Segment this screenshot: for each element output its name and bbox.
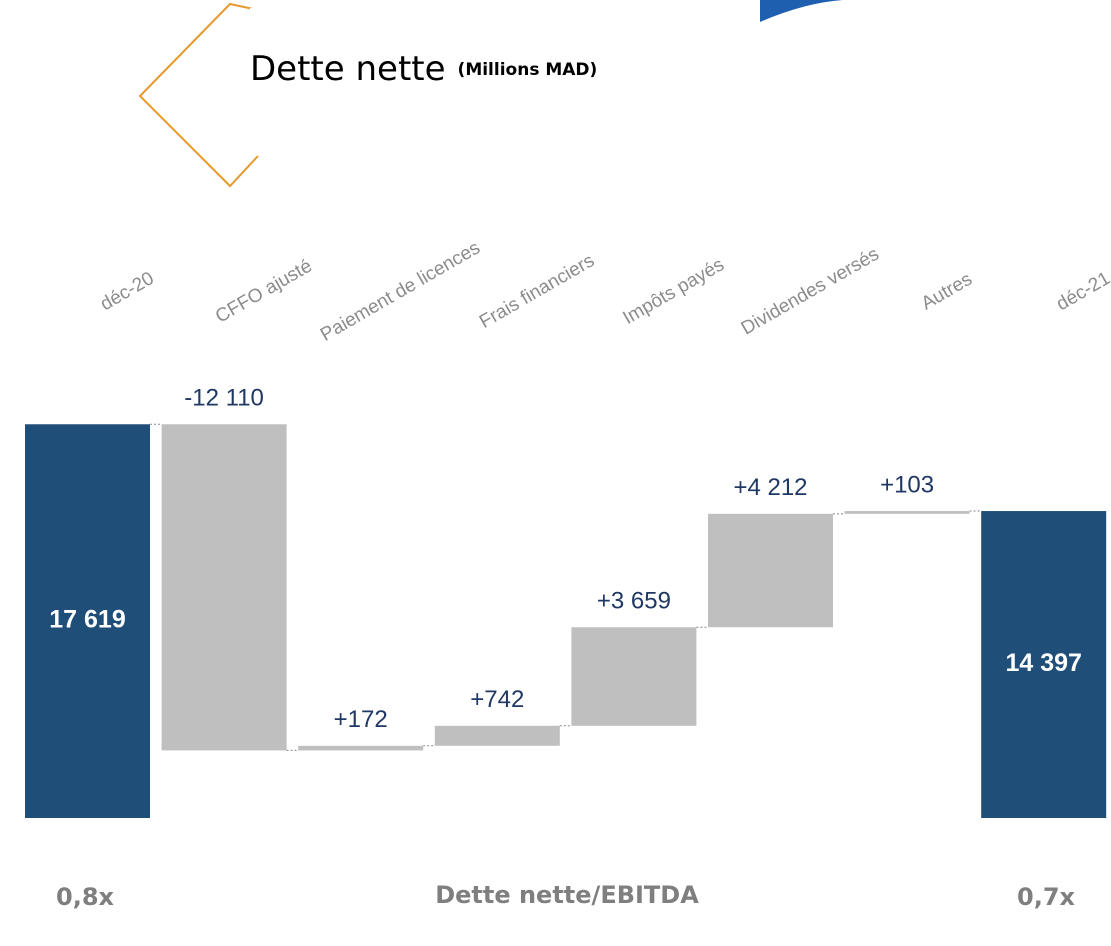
delta-bar xyxy=(708,513,833,628)
delta-bar xyxy=(844,511,970,514)
subtitle: (Millions MAD) xyxy=(458,60,598,80)
value-label: +172 xyxy=(334,706,388,733)
bracket-decoration xyxy=(138,2,259,188)
value-label: +103 xyxy=(880,471,934,498)
title: Dette nette xyxy=(250,49,446,89)
category-label: Paiement de licences xyxy=(317,237,484,345)
value-label: +3 659 xyxy=(597,588,671,615)
category-label: déc-20 xyxy=(97,268,158,315)
category-label: CFFO ajusté xyxy=(212,256,316,328)
total-label: 17 619 xyxy=(49,606,125,634)
delta-bar xyxy=(571,627,697,726)
category-label: Frais financiers xyxy=(476,250,598,333)
total-bar xyxy=(25,424,150,818)
ratio-title: Dette nette/EBITDA xyxy=(435,881,699,909)
ratio-start: 0,8x xyxy=(56,883,115,911)
ratio-end: 0,7x xyxy=(1017,883,1076,911)
delta-bar xyxy=(161,424,287,751)
value-label: +742 xyxy=(470,686,524,713)
delta-bar xyxy=(434,725,560,746)
value-label: -12 110 xyxy=(184,385,264,412)
bracket-mask xyxy=(250,8,260,154)
total-bar xyxy=(981,511,1107,818)
category-label: Impôts payés xyxy=(619,254,727,329)
corner-decoration xyxy=(760,0,870,22)
delta-bar xyxy=(298,745,424,751)
category-label: Dividendes versés xyxy=(738,244,883,340)
total-label: 14 397 xyxy=(1005,649,1081,677)
category-label: Autres xyxy=(918,269,976,315)
category-label: déc-21 xyxy=(1053,268,1111,315)
chart-title: Dette nette (Millions MAD) xyxy=(250,49,597,89)
value-label: +4 212 xyxy=(733,474,807,501)
